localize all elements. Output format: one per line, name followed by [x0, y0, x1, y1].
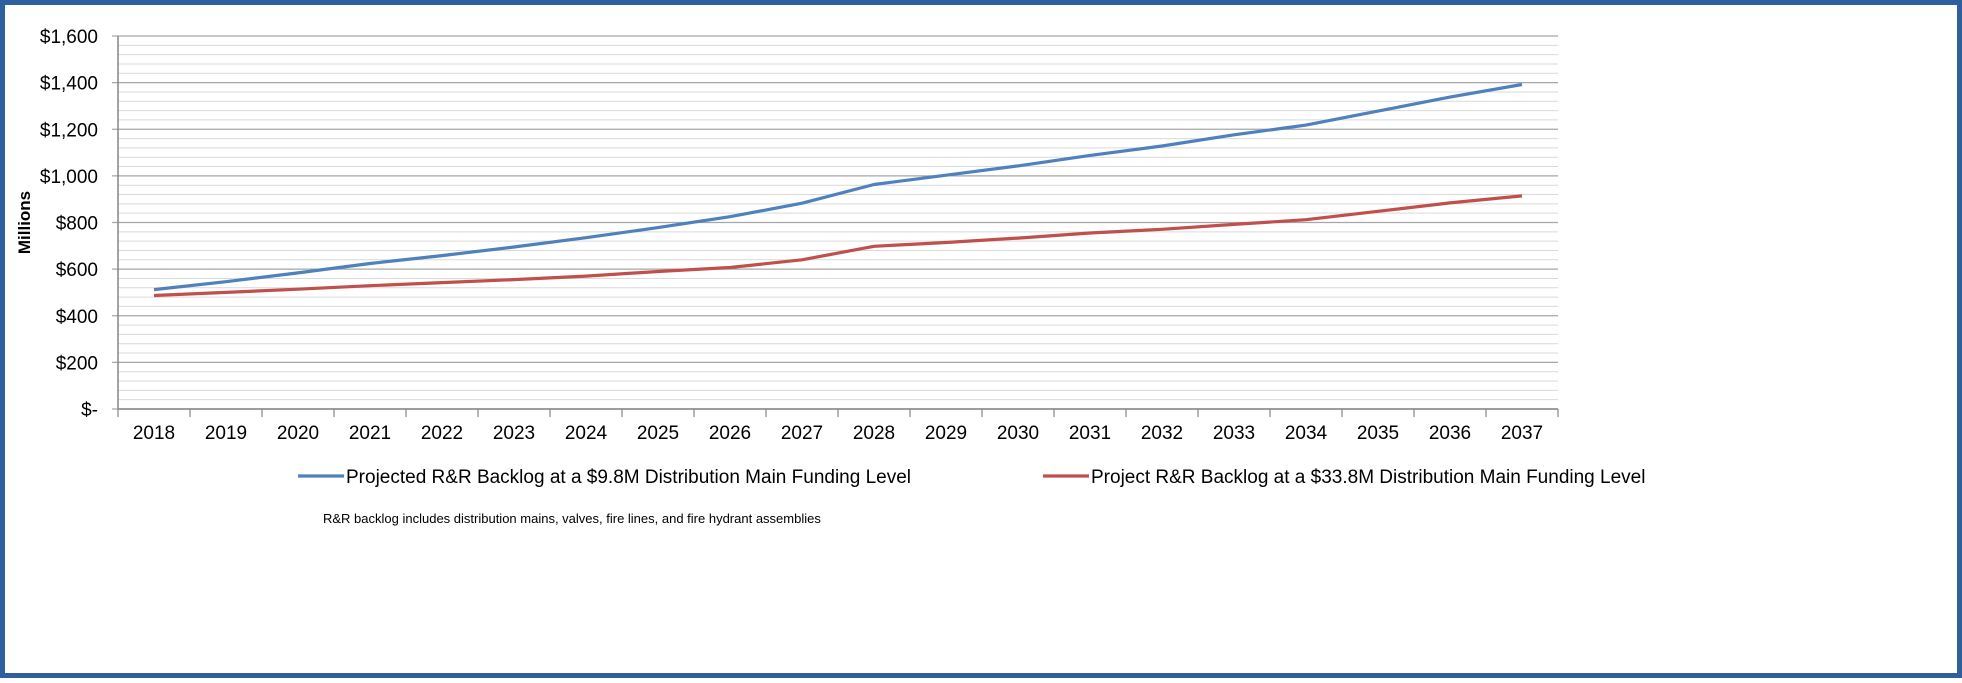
x-tick-label: 2032: [1141, 423, 1183, 444]
line-chart: $- $200 $400 $600 $800 $1,000 $1,200 $1,400 $1,6…: [15, 27, 1645, 526]
legend-label-1: Projected R&R Backlog at a $9.8M Distrib…: [346, 467, 911, 488]
legend-label-2: Project R&R Backlog at a $33.8M Distribu…: [1091, 467, 1645, 488]
x-tick-label: 2029: [925, 423, 967, 444]
series-line-2: [153, 194, 1523, 298]
y-tick-label: $600: [56, 260, 98, 281]
y-tick-labels: $- $200 $400 $600 $800 $1,000 $1,200 $1,400 $1,6…: [40, 27, 98, 421]
y-tick-label: $400: [56, 307, 98, 328]
y-axis-label: Millions: [15, 191, 34, 254]
y-tick-label: $800: [56, 214, 98, 235]
x-tick-label: 2036: [1429, 423, 1471, 444]
x-tick-label: 2021: [349, 423, 391, 444]
axes: [117, 36, 1559, 417]
major-gridlines: [112, 35, 1558, 410]
x-tick-label: 2028: [853, 423, 895, 444]
y-tick-label: $1,600: [40, 27, 98, 48]
footnote: R&R backlog includes distribution mains,…: [323, 511, 821, 526]
minor-gridlines: [118, 44, 1558, 401]
x-tick-label: 2035: [1357, 423, 1399, 444]
x-tick-labels: 2018 2019 2020 2021 2022 2023 2024 2025 2026 2027…: [133, 423, 1543, 444]
x-tick-label: 2020: [277, 423, 319, 444]
x-tick-label: 2037: [1501, 423, 1543, 444]
x-tick-label: 2019: [205, 423, 247, 444]
x-tick-label: 2018: [133, 423, 175, 444]
y-tick-label: $-: [81, 400, 98, 421]
x-tick-label: 2026: [709, 423, 751, 444]
y-tick-label: $1,000: [40, 167, 98, 188]
series-line-1: [153, 82, 1523, 292]
x-tick-label: 2031: [1069, 423, 1111, 444]
y-tick-label: $1,400: [40, 74, 98, 95]
y-tick-label: $200: [56, 353, 98, 374]
x-tick-label: 2022: [421, 423, 463, 444]
x-tick-label: 2025: [637, 423, 679, 444]
legend: Projected R&R Backlog at a $9.8M Distrib…: [298, 467, 1645, 488]
y-tick-label: $1,200: [40, 120, 98, 141]
x-tick-label: 2030: [997, 423, 1039, 444]
x-tick-label: 2034: [1285, 423, 1328, 444]
series-lines: [153, 82, 1523, 298]
x-tick-label: 2027: [781, 423, 823, 444]
x-tick-label: 2033: [1213, 423, 1255, 444]
x-tick-label: 2024: [565, 423, 608, 444]
x-tick-label: 2023: [493, 423, 535, 444]
